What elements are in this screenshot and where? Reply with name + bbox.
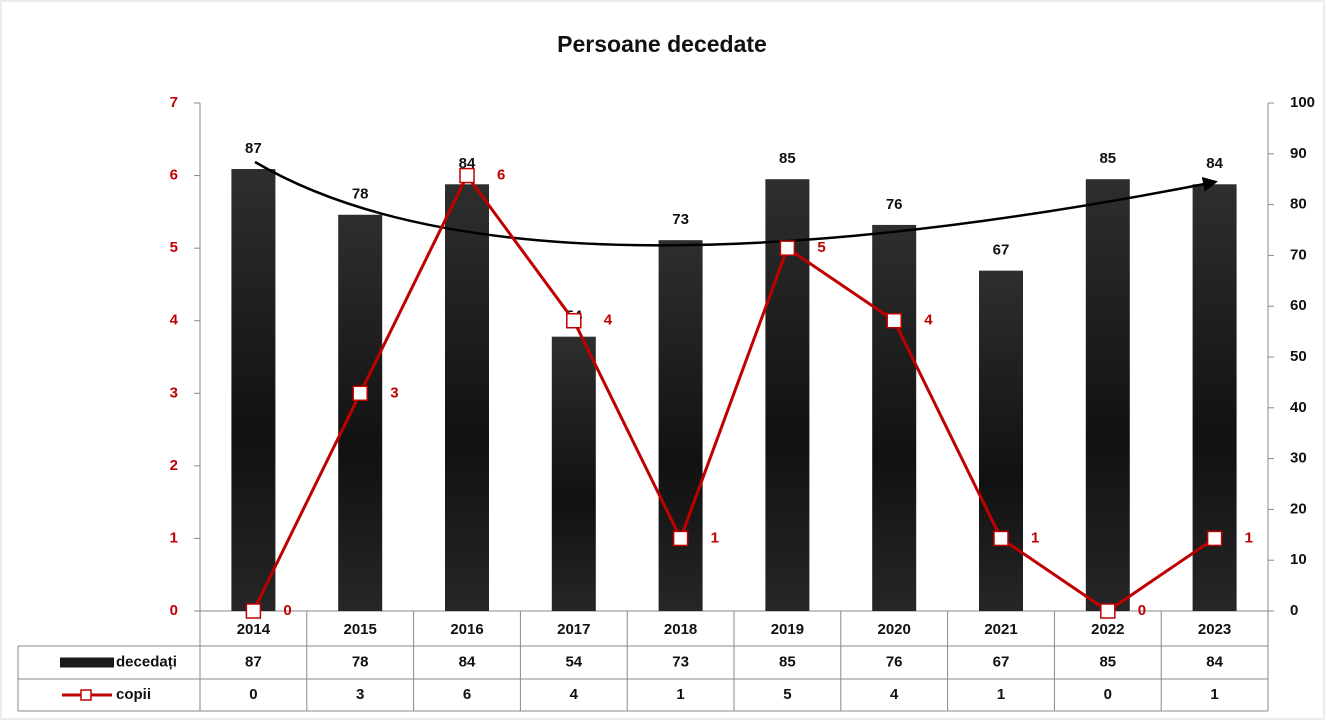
y-tick-label: 0	[170, 602, 178, 619]
x-tick-label: 2018	[664, 621, 697, 638]
line-marker	[1100, 603, 1116, 619]
table-cell: 5	[783, 686, 791, 703]
table-cell: 0	[1104, 686, 1112, 703]
legend-key	[60, 657, 114, 668]
bar	[658, 240, 703, 611]
x-tick-label: 2020	[878, 621, 911, 638]
bar	[979, 270, 1023, 611]
table-row-label: decedați	[116, 653, 177, 670]
table-cell: 0	[249, 686, 257, 703]
data-label: 4	[924, 312, 933, 329]
table-cell: 76	[886, 653, 903, 670]
data-label: 0	[283, 602, 291, 619]
y2-tick-label: 50	[1290, 348, 1307, 365]
y2-tick-label: 0	[1290, 602, 1298, 619]
y-tick-label: 7	[170, 94, 178, 111]
data-label: 3	[390, 384, 398, 401]
trendline	[254, 160, 1218, 247]
y-tick-label: 4	[170, 312, 179, 329]
table-cell: 4	[570, 686, 579, 703]
table-cell: 84	[459, 653, 476, 670]
table-cell: 1	[997, 686, 1005, 703]
bar	[445, 184, 489, 611]
y2-tick-label: 80	[1290, 196, 1307, 213]
data-label: 1	[1245, 529, 1253, 546]
table-cell: 87	[245, 653, 262, 670]
y2-tick-label: 10	[1290, 551, 1307, 568]
data-label: 0	[1138, 602, 1146, 619]
table-cell: 84	[1206, 653, 1223, 670]
data-label: 6	[497, 167, 505, 184]
table-cell: 78	[352, 653, 369, 670]
line-marker	[779, 240, 796, 256]
data-label: 4	[604, 312, 613, 329]
bar	[872, 224, 917, 612]
y2-tick-label: 40	[1290, 399, 1307, 416]
x-tick-label: 2019	[771, 621, 804, 638]
data-label: 84	[1206, 155, 1223, 172]
y2-tick-label: 100	[1290, 94, 1315, 111]
table-cell: 85	[779, 653, 796, 670]
line-marker	[1206, 530, 1223, 547]
y2-tick-label: 20	[1290, 500, 1307, 517]
y-tick-label: 3	[170, 384, 178, 401]
data-label: 85	[1099, 150, 1116, 167]
x-tick-label: 2021	[984, 621, 1017, 638]
chart-title: Persoane decedate	[557, 31, 767, 57]
data-label: 1	[1031, 529, 1039, 546]
x-tick-label: 2016	[450, 621, 483, 638]
y-tick-label: 5	[170, 239, 178, 256]
bar	[1085, 179, 1130, 611]
data-label: 67	[993, 242, 1010, 259]
data-label: 78	[352, 186, 369, 203]
y-tick-label: 2	[170, 457, 178, 474]
line-marker	[993, 530, 1009, 547]
table-cell: 73	[672, 653, 689, 670]
line	[252, 172, 1216, 613]
table-cell: 1	[1210, 686, 1218, 703]
table-cell: 3	[356, 686, 364, 703]
table-cell: 1	[676, 686, 684, 703]
bar	[551, 336, 596, 611]
line-marker	[352, 385, 368, 402]
table-cell: 67	[993, 653, 1010, 670]
line-layer: 0 3 6 4 1 5 4 1 0 1	[245, 167, 1253, 619]
x-tick-label: 2023	[1198, 621, 1231, 638]
data-label: 76	[886, 196, 903, 213]
x-tick-label: 2015	[344, 621, 377, 638]
y2-tick-label: 60	[1290, 297, 1307, 314]
table-cell: 6	[463, 686, 471, 703]
y2-tick-label: 70	[1290, 246, 1307, 263]
line-marker	[672, 530, 689, 547]
data-label: 87	[245, 140, 262, 157]
line-marker	[245, 603, 262, 619]
y-tick-label: 6	[170, 167, 178, 184]
line-marker	[459, 167, 475, 184]
line-marker	[566, 312, 582, 329]
x-tick-label: 2022	[1091, 621, 1124, 638]
table-cell: 85	[1099, 653, 1116, 670]
y2-tick-label: 90	[1290, 145, 1307, 162]
table-row-label: copii	[116, 686, 151, 703]
data-label: 5	[817, 239, 825, 256]
data-label: 73	[672, 211, 689, 228]
data-label: 1	[711, 529, 719, 546]
x-tick-label: 2017	[557, 621, 590, 638]
data-label: 85	[779, 150, 796, 167]
bar	[338, 214, 383, 611]
bar	[231, 169, 276, 612]
legend-key	[80, 689, 92, 701]
x-tick-label: 2014	[237, 621, 271, 638]
bar	[1192, 184, 1237, 611]
y-tick-label: 1	[170, 529, 178, 546]
y2-tick-label: 30	[1290, 450, 1307, 467]
table-cell: 4	[890, 686, 899, 703]
table-cell: 54	[565, 653, 582, 670]
line-marker	[886, 312, 902, 329]
